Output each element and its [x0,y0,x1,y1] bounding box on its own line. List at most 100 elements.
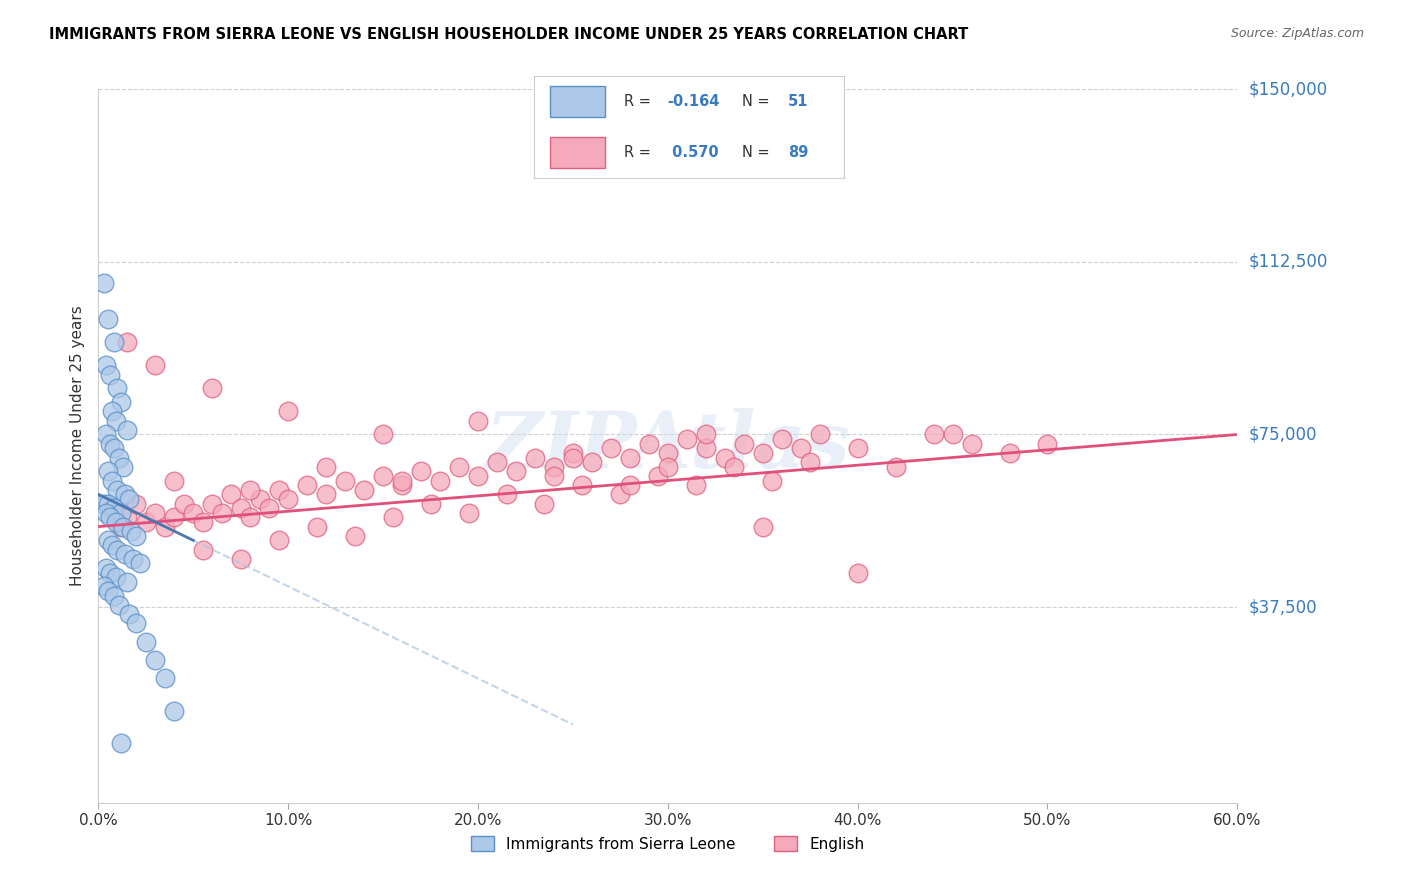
Point [110,519,132,533]
Point [562,450,585,465]
Text: IMMIGRANTS FROM SIERRA LEONE VS ENGLISH HOUSEHOLDER INCOME UNDER 25 YEARS CORREL: IMMIGRANTS FROM SIERRA LEONE VS ENGLISH … [49,27,969,42]
Point [163,510,186,524]
Point [153,519,176,533]
Point [714,450,737,465]
Point [191,515,214,529]
Point [695,442,717,456]
Point [315,487,337,501]
Point [103,335,125,350]
Text: 0.570: 0.570 [668,145,718,161]
Point [277,491,299,506]
Point [110,736,132,750]
Point [103,589,125,603]
Point [638,436,661,450]
Point [108,450,131,465]
Point [249,491,271,506]
Point [229,551,252,566]
Point [543,459,565,474]
Point [103,506,125,520]
Point [600,442,623,456]
Point [297,478,319,492]
Point [371,469,394,483]
Point [752,446,775,460]
Point [676,432,699,446]
Point [183,506,205,520]
Text: 51: 51 [787,94,808,109]
Point [100,474,122,488]
Point [145,359,167,373]
Point [163,474,186,488]
Point [94,561,117,575]
Point [98,510,121,524]
Point [97,584,120,599]
Point [97,533,120,548]
Point [98,566,121,580]
Point [108,598,131,612]
Point [343,529,366,543]
Point [221,487,243,501]
Point [657,446,679,460]
Point [112,519,135,533]
Point [97,312,120,326]
Point [135,634,157,648]
Point [98,368,121,382]
Text: $37,500: $37,500 [1249,599,1317,616]
Point [93,579,115,593]
FancyBboxPatch shape [550,87,606,117]
Point [315,459,337,474]
Point [505,464,527,478]
Point [429,474,451,488]
Point [100,538,122,552]
Text: Source: ZipAtlas.com: Source: ZipAtlas.com [1230,27,1364,40]
Point [115,423,138,437]
Point [808,427,831,442]
Point [391,474,413,488]
Point [107,381,129,395]
Point [118,491,141,506]
Point [201,381,224,395]
Point [619,450,641,465]
Point [486,455,509,469]
Point [752,519,775,533]
Point [371,427,394,442]
FancyBboxPatch shape [550,137,606,168]
Point [107,542,129,557]
Point [125,616,148,631]
Point [239,510,262,524]
Point [942,427,965,442]
Point [145,653,167,667]
Point [353,483,375,497]
Text: 89: 89 [787,145,808,161]
Point [467,469,489,483]
Point [467,414,489,428]
Point [115,510,138,524]
Text: R =: R = [624,94,651,109]
Point [381,510,404,524]
Point [790,442,813,456]
Point [770,432,793,446]
Point [103,501,125,516]
Point [391,478,413,492]
Point [201,497,224,511]
Point [571,478,593,492]
Point [100,404,122,418]
Point [107,483,129,497]
Point [104,570,127,584]
Point [562,446,585,460]
Point [110,506,132,520]
Point [93,497,115,511]
Point [112,459,135,474]
Text: N =: N = [741,94,769,109]
Point [121,551,143,566]
Point [799,455,821,469]
Point [922,427,945,442]
Text: N =: N = [741,145,769,161]
Point [115,335,138,350]
Point [267,533,290,548]
Point [609,487,631,501]
Point [163,704,186,718]
Point [1036,436,1059,450]
Point [97,464,120,478]
Point [619,478,641,492]
Point [120,524,142,538]
